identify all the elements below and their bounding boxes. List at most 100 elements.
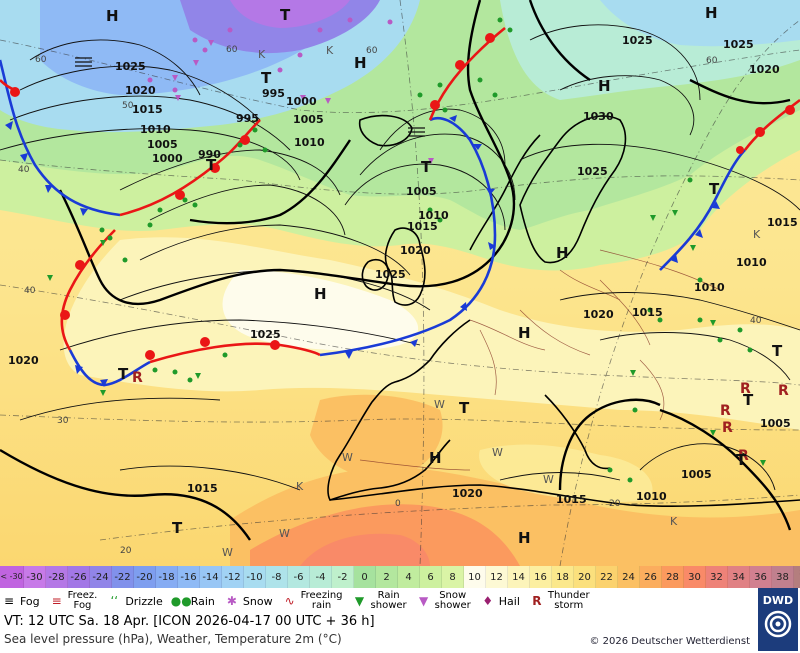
dwd-logo-text: DWD	[762, 594, 794, 607]
scale-cell: 0	[354, 566, 376, 588]
mediterranean-area	[479, 444, 653, 502]
low-pressure-center: T	[118, 365, 129, 383]
scale-cell: -12	[222, 566, 244, 588]
isobars-1015	[0, 0, 792, 541]
country-borders	[359, 249, 721, 471]
svg-text:R: R	[132, 370, 143, 386]
isobar-label: 1000	[152, 152, 183, 165]
isobar-label: 1015	[187, 482, 218, 495]
scale-cell: -16	[178, 566, 200, 588]
warm-marker: W	[279, 527, 290, 540]
legend-drizzle: ‘‘ Drizzle	[105, 590, 170, 612]
temperature-label: 20	[609, 499, 621, 509]
legend-rain: ●● Rain	[171, 590, 223, 612]
temperature-label: 30	[57, 416, 69, 426]
front-symbols	[5, 33, 795, 387]
scale-cell: 38	[772, 566, 794, 588]
scale-cell: -8	[266, 566, 288, 588]
freezing-fog-icon: ≡	[51, 594, 62, 608]
scale-cell: 26	[640, 566, 662, 588]
scale-cell: 8	[442, 566, 464, 588]
temperature-label: 40	[750, 316, 762, 326]
svg-text:R: R	[740, 381, 751, 397]
isobar-label: 1005	[681, 468, 712, 481]
legend-rain-shower: ▼ Rain shower	[351, 590, 415, 612]
temperature-label: 20	[120, 546, 132, 556]
legend-fog-label: Fog	[20, 594, 40, 608]
high-pressure-center: H	[518, 529, 531, 547]
isobar-label: 1020	[125, 84, 156, 97]
temperature-label: 60	[706, 56, 718, 66]
isobar-labels: 1025 1020 1015 1010 1005 1000 990 995 99…	[8, 34, 798, 506]
pressure-centers: H T T H T T H H H H H T T T T T T H H T	[106, 4, 783, 547]
legend-rain-label: Rain	[190, 594, 215, 608]
temperature-labels: 60 50 60 60 60 40 40 30 20 0 20 40	[18, 45, 762, 556]
valid-time: VT: 12 UTC Sa. 18 Apr. [ICON 2026-04-17 …	[4, 614, 375, 629]
warm-marker: W	[434, 398, 445, 411]
low-pressure-center: T	[743, 391, 754, 409]
legend-panel: < -30 -30 -28 -26 -24 -22 -20 -18 -16 -14 -12 -10 -8…	[0, 566, 800, 653]
scale-cell: 10	[464, 566, 486, 588]
scale-cell: -26	[68, 566, 90, 588]
high-pressure-center: H	[556, 244, 569, 262]
rain-icon: ●●	[170, 594, 192, 608]
low-pressure-center: T	[772, 342, 783, 360]
isobar-label: 1010	[736, 256, 767, 269]
scale-cell: 28	[662, 566, 684, 588]
scale-cell: 6	[420, 566, 442, 588]
legend-hail: ♦ Hail	[479, 590, 528, 612]
legend-snow-label: Snow	[242, 594, 273, 608]
svg-text:R: R	[722, 420, 733, 436]
high-pressure-center: H	[598, 77, 611, 95]
snow-shower-icon: ▼	[419, 594, 429, 608]
scale-cell: -4	[310, 566, 332, 588]
isobar-label: 1020	[8, 354, 39, 367]
isobar-label: 1025	[577, 165, 608, 178]
scale-cell: -6	[288, 566, 310, 588]
hail-icon: ♦	[482, 594, 494, 608]
high-pressure-center: H	[314, 285, 327, 303]
isobar-label: 1020	[452, 487, 483, 500]
cold-marker: K	[326, 44, 334, 57]
high-pressure-center: H	[354, 54, 367, 72]
isobar-label: 1015	[767, 216, 798, 229]
scale-cell: 14	[508, 566, 530, 588]
low-pressure-center: T	[459, 399, 470, 417]
legend-freezing-rain: ∿ Freezing rain	[281, 590, 351, 612]
scale-cell: 36	[750, 566, 772, 588]
high-pressure-center: H	[518, 324, 531, 342]
warm-marker: W	[492, 446, 503, 459]
scale-cell: -2	[332, 566, 354, 588]
scale-cell: 18	[552, 566, 574, 588]
warm-marker: W	[543, 473, 554, 486]
isobar-label: 1010	[418, 209, 449, 222]
legend-freezing-fog-label: Freez. Fog	[67, 590, 98, 611]
isobar-label: 1015	[556, 493, 587, 506]
legend-hail-label: Hail	[498, 594, 520, 608]
cold-marker: K	[296, 480, 304, 493]
isobar-label: 1005	[760, 417, 791, 430]
cold-marker: K	[670, 515, 678, 528]
isobar-label: 1015	[632, 306, 663, 319]
isobar-label: 1010	[140, 123, 171, 136]
high-pressure-center: H	[429, 449, 442, 467]
isobar-label: 1015	[407, 220, 438, 233]
low-pressure-center: T	[280, 6, 291, 24]
chart-subtitle: Sea level pressure (hPa), Weather, Tempe…	[4, 632, 342, 646]
isobar-label: 1005	[147, 138, 178, 151]
cold-warm-markers: K K K K K W W W W W W	[222, 44, 761, 559]
isobar-label: 1005	[293, 113, 324, 126]
isobars	[0, 24, 800, 491]
legend-freezing-fog: ≡ Freez. Fog	[48, 590, 106, 612]
temperature-areas	[0, 0, 800, 566]
isobar-label: 1010	[636, 490, 667, 503]
fog-icon: ≡	[3, 594, 15, 608]
dwd-swirl-icon	[764, 610, 792, 638]
scale-cell: 30	[684, 566, 706, 588]
scale-cell: -28	[46, 566, 68, 588]
isobar-label: 1025	[375, 268, 406, 281]
warm-marker: W	[222, 546, 233, 559]
